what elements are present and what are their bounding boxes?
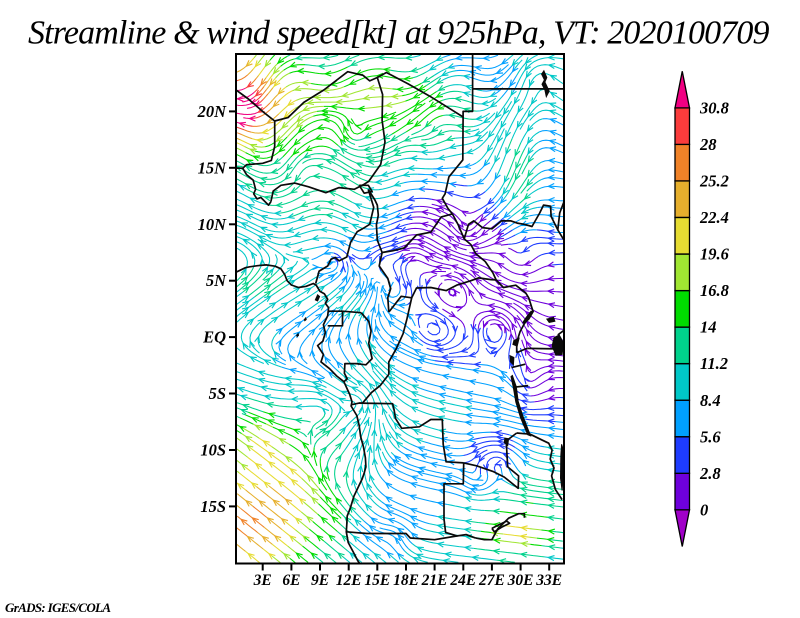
svg-text:15E: 15E <box>364 572 390 589</box>
svg-text:28: 28 <box>699 135 717 154</box>
svg-text:0: 0 <box>700 500 708 519</box>
svg-text:25.2: 25.2 <box>699 171 729 190</box>
svg-text:5S: 5S <box>209 384 226 403</box>
svg-text:16.8: 16.8 <box>700 281 729 300</box>
svg-text:2.8: 2.8 <box>699 464 721 483</box>
svg-text:18E: 18E <box>393 572 419 589</box>
svg-text:24E: 24E <box>449 572 476 589</box>
svg-text:21E: 21E <box>421 572 448 589</box>
svg-text:5.6: 5.6 <box>700 427 721 446</box>
svg-text:15S: 15S <box>200 497 226 516</box>
svg-text:27E: 27E <box>478 572 505 589</box>
svg-text:EQ: EQ <box>202 328 226 347</box>
svg-text:10N: 10N <box>198 215 228 234</box>
svg-text:15N: 15N <box>198 158 228 177</box>
svg-text:3E: 3E <box>253 572 272 589</box>
svg-text:22.4: 22.4 <box>699 208 729 227</box>
svg-text:GrADS: IGES/COLA: GrADS: IGES/COLA <box>5 600 111 615</box>
svg-text:20N: 20N <box>197 102 228 121</box>
svg-text:30E: 30E <box>507 572 534 589</box>
svg-text:11.2: 11.2 <box>700 354 728 373</box>
svg-text:Streamline & wind speed[kt] at: Streamline & wind speed[kt] at 925hPa, V… <box>28 15 770 52</box>
svg-text:10S: 10S <box>200 441 226 460</box>
svg-text:14: 14 <box>700 318 717 337</box>
svg-text:8.4: 8.4 <box>700 391 721 410</box>
svg-text:12E: 12E <box>336 572 362 589</box>
svg-text:6E: 6E <box>282 572 300 589</box>
svg-text:19.6: 19.6 <box>700 245 730 264</box>
svg-text:30.8: 30.8 <box>699 98 729 117</box>
svg-text:33E: 33E <box>535 572 562 589</box>
svg-text:5N: 5N <box>206 271 227 290</box>
svg-text:9E: 9E <box>311 572 329 589</box>
